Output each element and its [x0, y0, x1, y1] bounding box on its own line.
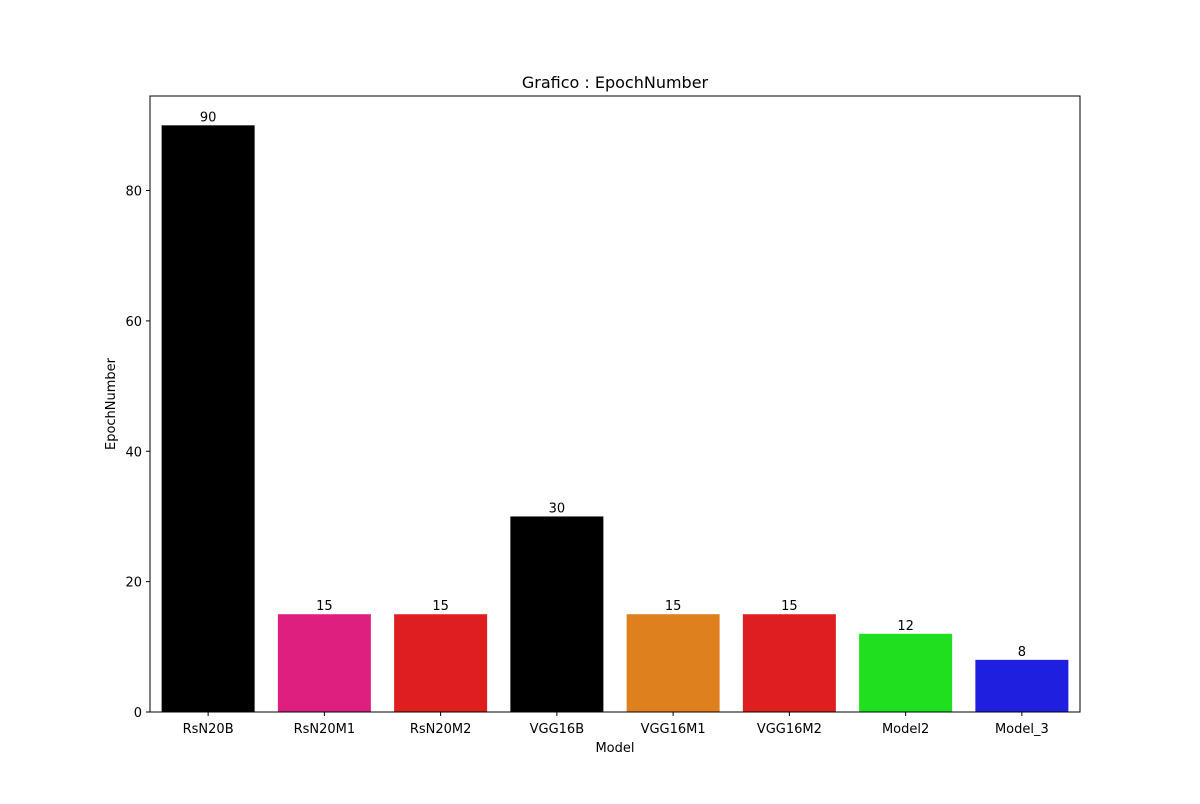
y-tick-label: 20: [125, 576, 142, 591]
y-tick-label: 80: [125, 185, 142, 200]
chart-title: Grafico : EpochNumber: [522, 73, 709, 92]
data-label: 15: [781, 599, 798, 614]
x-tick-label: Model2: [882, 722, 929, 737]
y-axis-label: EpochNumber: [104, 357, 119, 450]
data-label: 15: [316, 599, 333, 614]
bar-model2: [859, 633, 953, 712]
bar-model-3: [975, 659, 1069, 712]
x-tick-label: VGG16B: [530, 722, 585, 737]
data-labels-layer: 90 15 15 30 15 15 12 8: [200, 110, 1026, 660]
y-tick-label: 60: [125, 315, 142, 330]
data-label: 8: [1018, 645, 1026, 660]
data-label: 30: [549, 501, 566, 516]
bar-vgg16m1: [626, 614, 720, 712]
x-tick-label: RsN20B: [183, 722, 234, 737]
bar-vgg16b: [510, 516, 604, 712]
x-tick-label: Model_3: [995, 722, 1049, 737]
data-label: 15: [665, 599, 682, 614]
bar-rsn20b: [161, 125, 255, 713]
bar-rsn20m1: [277, 614, 371, 712]
bar-vgg16m2: [742, 614, 836, 712]
data-label: 12: [897, 619, 914, 634]
y-tick-label: 0: [134, 706, 142, 721]
bar-rsn20m2: [394, 614, 488, 712]
plot-frame: [149, 95, 1081, 713]
y-axis-ticks: 0 20 40 60 80: [125, 185, 150, 721]
bars-layer: [161, 125, 1069, 713]
x-tick-label: VGG16M2: [757, 722, 822, 737]
x-tick-label: RsN20M2: [410, 722, 472, 737]
data-label: 15: [432, 599, 449, 614]
x-tick-label: RsN20M1: [294, 722, 356, 737]
y-tick-label: 40: [125, 445, 142, 460]
x-axis-label: Model: [595, 741, 634, 756]
data-label: 90: [200, 110, 217, 125]
x-tick-label: VGG16M1: [641, 722, 706, 737]
x-axis-ticks: RsN20B RsN20M1 RsN20M2 VGG16B VGG16M1 VGG16M2…: [183, 712, 1049, 737]
